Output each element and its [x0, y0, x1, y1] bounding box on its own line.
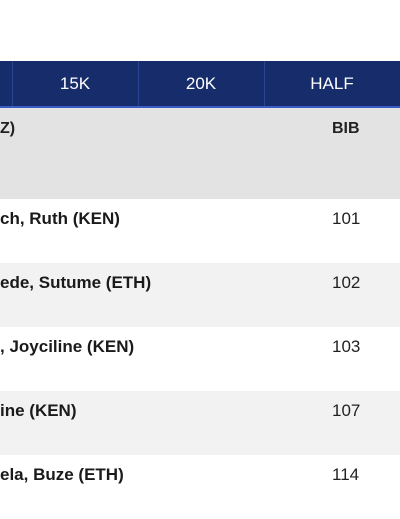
athlete-name[interactable]: ine (KEN): [0, 401, 77, 420]
tab-divider: [264, 61, 265, 106]
table-row[interactable]: ch, Ruth (KEN) 101: [0, 199, 400, 263]
bib-number: 102: [332, 273, 361, 292]
tab-15k[interactable]: 15K: [59, 73, 91, 93]
athlete-name[interactable]: ela, Buze (ETH): [0, 465, 124, 484]
bib-number: 107: [332, 401, 361, 420]
table-row[interactable]: ela, Buze (ETH) 114: [0, 455, 400, 519]
table-row[interactable]: ine (KEN) 107: [0, 391, 400, 455]
split-tabbar: 15K 20K HALF: [0, 61, 400, 109]
bib-number: 101: [332, 209, 361, 228]
results-table-header: Z) BIB: [0, 108, 400, 199]
bib-number: 103: [332, 337, 361, 356]
table-row[interactable]: , Joyciline (KEN) 103: [0, 327, 400, 391]
table-row[interactable]: ede, Sutume (ETH) 102: [0, 263, 400, 327]
bib-number: 114: [332, 465, 360, 484]
athlete-name[interactable]: ch, Ruth (KEN): [0, 209, 120, 228]
tab-divider: [138, 61, 139, 106]
tab-divider: [12, 61, 13, 106]
bib-column-header: BIB: [332, 120, 360, 137]
tab-half[interactable]: HALF: [310, 73, 354, 93]
athlete-name[interactable]: ede, Sutume (ETH): [0, 273, 152, 292]
tab-20k[interactable]: 20K: [185, 73, 217, 93]
name-column-header: Z): [0, 120, 16, 137]
athlete-name[interactable]: , Joyciline (KEN): [0, 337, 135, 356]
